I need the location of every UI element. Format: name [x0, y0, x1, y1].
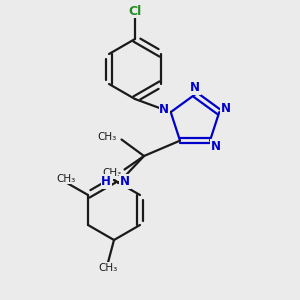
Text: CH₃: CH₃ [98, 263, 118, 273]
Text: H: H [101, 175, 111, 188]
Text: N: N [210, 140, 220, 152]
Text: CH₃: CH₃ [98, 131, 117, 142]
Text: N: N [120, 175, 130, 188]
Text: N: N [159, 103, 169, 116]
Text: CH₃: CH₃ [102, 168, 122, 178]
Text: CH₃: CH₃ [56, 173, 75, 184]
Text: Cl: Cl [128, 4, 142, 18]
Text: N: N [190, 81, 200, 94]
Text: N: N [221, 102, 231, 115]
